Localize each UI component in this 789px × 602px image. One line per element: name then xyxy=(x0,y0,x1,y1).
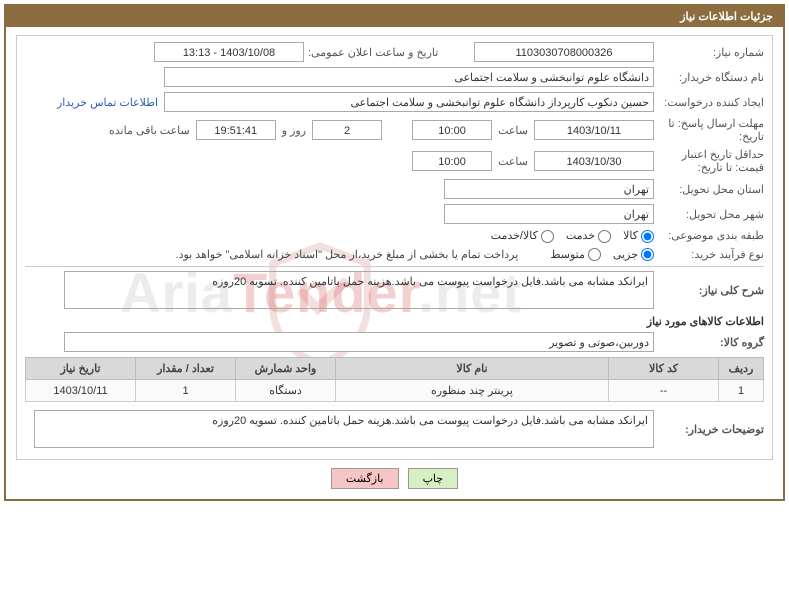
th-qty: تعداد / مقدار xyxy=(136,358,236,380)
link-buyer-contact[interactable]: اطلاعات تماس خریدار xyxy=(57,96,158,109)
cell-date: 1403/10/11 xyxy=(26,380,136,402)
field-creator: حسین دنکوب کارپرداز دانشگاه علوم توانبخش… xyxy=(164,92,654,112)
field-buyer-notes: ایرانکد مشابه می باشد.فایل درخواست پیوست… xyxy=(34,410,654,448)
field-validity-date: 1403/10/30 xyxy=(534,151,654,171)
label-validity: حداقل تاریخ اعتبار قیمت: تا تاریخ: xyxy=(654,148,764,174)
back-button[interactable]: بازگشت xyxy=(331,468,399,489)
field-city: تهران xyxy=(444,204,654,224)
label-time-1: ساعت xyxy=(492,124,534,137)
field-days-left: 2 xyxy=(312,120,382,140)
label-time-2: ساعت xyxy=(492,155,534,168)
label-city: شهر محل تحویل: xyxy=(654,208,764,221)
field-province: تهران xyxy=(444,179,654,199)
field-need-no: 1103030708000326 xyxy=(474,42,654,62)
items-table: ردیف کد کالا نام کالا واحد شمارش تعداد /… xyxy=(25,357,764,402)
cell-unit: دستگاه xyxy=(236,380,336,402)
label-creator: ایجاد کننده درخواست: xyxy=(654,96,764,109)
cell-name: پرینتر چند منظوره xyxy=(336,380,609,402)
label-days-and: روز و xyxy=(276,124,312,137)
th-code: کد کالا xyxy=(609,358,719,380)
table-row: 1 -- پرینتر چند منظوره دستگاه 1 1403/10/… xyxy=(26,380,764,402)
label-purchase-type: نوع فرآیند خرید: xyxy=(654,248,764,261)
label-deadline: مهلت ارسال پاسخ: تا تاریخ: xyxy=(654,117,764,143)
details-panel: جزئیات اطلاعات نیاز شماره نیاز: 11030307… xyxy=(4,4,785,501)
cell-qty: 1 xyxy=(136,380,236,402)
field-validity-time: 10:00 xyxy=(412,151,492,171)
panel-header: جزئیات اطلاعات نیاز xyxy=(6,6,783,27)
field-need-desc: ایرانکد مشابه می باشد.فایل درخواست پیوست… xyxy=(64,271,654,309)
field-deadline-date: 1403/10/11 xyxy=(534,120,654,140)
payment-note: پرداخت تمام یا بخشی از مبلغ خرید،از محل … xyxy=(176,248,519,261)
separator xyxy=(25,266,764,267)
th-row: ردیف xyxy=(719,358,764,380)
label-province: استان محل تحویل: xyxy=(654,183,764,196)
radio-goods-service[interactable]: کالا/خدمت xyxy=(491,229,554,243)
label-category: طبقه بندی موضوعی: xyxy=(654,229,764,242)
radio-goods[interactable]: کالا xyxy=(623,229,654,243)
th-name: نام کالا xyxy=(336,358,609,380)
label-buyer-notes: توضیحات خریدار: xyxy=(654,423,764,436)
radio-service[interactable]: خدمت xyxy=(566,229,611,243)
radio-medium[interactable]: متوسط xyxy=(550,248,601,262)
label-remaining: ساعت باقی مانده xyxy=(105,124,196,137)
field-buyer-org: دانشگاه علوم توانبخشی و سلامت اجتماعی xyxy=(164,67,654,87)
field-goods-group: دوربین،صوتی و تصویر xyxy=(64,332,654,352)
th-unit: واحد شمارش xyxy=(236,358,336,380)
label-announce: تاریخ و ساعت اعلان عمومی: xyxy=(304,46,474,59)
th-date: تاریخ نیاز xyxy=(26,358,136,380)
field-time-left: 19:51:41 xyxy=(196,120,276,140)
label-need-no: شماره نیاز: xyxy=(654,46,764,59)
label-buyer-org: نام دستگاه خریدار: xyxy=(654,71,764,84)
radio-partial[interactable]: جزیی xyxy=(613,248,654,262)
cell-code: -- xyxy=(609,380,719,402)
field-deadline-time: 10:00 xyxy=(412,120,492,140)
items-section-title: اطلاعات کالاهای مورد نیاز xyxy=(25,315,764,328)
cell-row: 1 xyxy=(719,380,764,402)
print-button[interactable]: چاپ xyxy=(408,468,459,489)
label-goods-group: گروه کالا: xyxy=(654,336,764,349)
field-announce: 1403/10/08 - 13:13 xyxy=(154,42,304,62)
label-need-desc: شرح کلی نیاز: xyxy=(654,284,764,297)
